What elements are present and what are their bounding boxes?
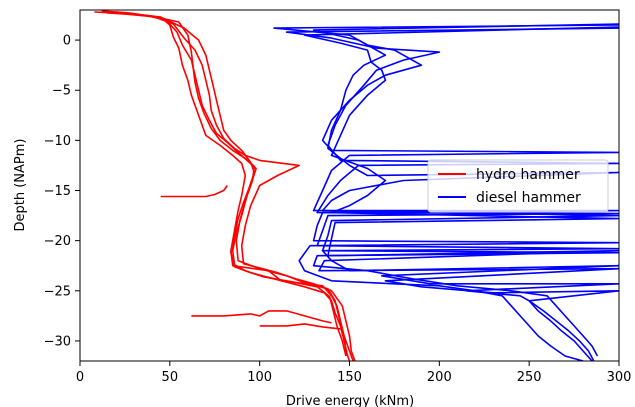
legend-box bbox=[427, 159, 609, 213]
x-tick-label: 150 bbox=[337, 370, 362, 385]
legend: hydro hammer diesel hammer bbox=[427, 159, 609, 213]
y-axis-label: Depth (NAPm) bbox=[13, 139, 28, 232]
legend-label-diesel: diesel hammer bbox=[476, 190, 581, 206]
y-tick-label: −5 bbox=[52, 84, 71, 99]
diesel-hammer-line-11 bbox=[303, 26, 619, 361]
x-tick-label: 50 bbox=[162, 370, 179, 385]
y-tick-label: −30 bbox=[44, 334, 71, 349]
y-tick-label: −25 bbox=[44, 284, 71, 299]
hydro-hammer-line-1 bbox=[106, 12, 354, 361]
x-tick-label: 300 bbox=[607, 370, 632, 385]
x-axis: 0 50 100 150 200 250 300 bbox=[76, 361, 632, 385]
y-tick-label: −15 bbox=[44, 184, 71, 199]
hydro-hammer-line-6 bbox=[191, 310, 332, 324]
y-tick-label: 0 bbox=[63, 34, 71, 49]
x-tick-label: 0 bbox=[76, 370, 84, 385]
x-tick-label: 200 bbox=[427, 370, 452, 385]
diesel-hammer-line-9 bbox=[285, 27, 619, 361]
x-tick-label: 100 bbox=[247, 370, 272, 385]
legend-label-hydro: hydro hammer bbox=[476, 167, 580, 183]
hydro-hammer-line-3 bbox=[101, 10, 349, 357]
y-tick-label: −10 bbox=[44, 134, 71, 149]
hydro-hammer-line-7 bbox=[259, 323, 341, 330]
y-axis: 0 −5 −10 −15 −20 −25 −30 bbox=[44, 34, 80, 349]
hydro-hammer-line-0 bbox=[94, 11, 351, 361]
y-tick-label: −20 bbox=[44, 234, 71, 249]
series-layer bbox=[94, 10, 619, 361]
hydro-hammer-line-2 bbox=[115, 11, 356, 361]
x-tick-label: 250 bbox=[517, 370, 542, 385]
hydro-hammer-line-4 bbox=[124, 13, 347, 357]
x-axis-label: Drive energy (kNm) bbox=[286, 394, 414, 407]
hydro-hammer-line-5 bbox=[160, 185, 228, 198]
